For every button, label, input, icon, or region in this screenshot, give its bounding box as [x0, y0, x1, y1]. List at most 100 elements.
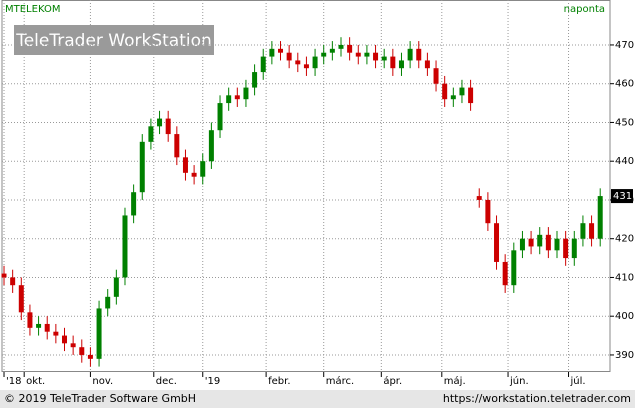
candle-body — [295, 60, 301, 65]
footer-bar — [0, 390, 635, 408]
x-tick-label: jún. — [509, 375, 529, 387]
candle-body — [122, 215, 128, 278]
candle-body — [476, 196, 482, 200]
candle-body — [1, 273, 7, 278]
candle-body — [407, 48, 413, 61]
last-value-label: 431 — [613, 191, 632, 202]
candle-body — [502, 261, 508, 286]
candle-body — [312, 56, 318, 69]
candle-body — [303, 64, 309, 69]
candle-body — [148, 126, 154, 142]
candle-body — [260, 56, 266, 73]
candle-body — [234, 95, 240, 100]
candle-body — [364, 52, 370, 57]
candle-body — [494, 223, 500, 262]
candle-body — [174, 134, 180, 158]
candle-body — [27, 312, 33, 328]
last-value-box — [611, 189, 633, 204]
watermark-box — [14, 25, 214, 55]
candle-body — [338, 44, 344, 49]
candle-body — [355, 52, 361, 57]
candle-body — [528, 238, 534, 247]
candle-body — [468, 87, 474, 104]
candle-body — [580, 223, 586, 239]
chart-title: MTELEKOM — [5, 4, 60, 15]
candle-body — [53, 331, 59, 336]
x-tick-label: okt. — [26, 376, 45, 387]
candle-body — [381, 56, 387, 61]
candle-body — [217, 103, 223, 131]
candle-body — [545, 234, 551, 251]
candle-body — [252, 72, 258, 88]
plot-frame — [1, 0, 611, 372]
chart-subtitle: naponta — [564, 4, 605, 15]
x-tick-label: júl. — [570, 375, 586, 387]
candle-body — [61, 335, 67, 344]
candle-body — [10, 277, 16, 286]
footer-left: © 2019 TeleTrader Software GmbH — [4, 392, 196, 405]
x-tick-label: ápr. — [383, 375, 402, 387]
y-tick-label: 400 — [615, 311, 634, 322]
candle-body — [200, 161, 206, 177]
candle-body — [36, 323, 42, 328]
candle-body — [278, 48, 284, 53]
candle-body — [554, 238, 560, 251]
candle-body — [321, 52, 327, 57]
candle-body — [347, 44, 353, 53]
candle-body — [390, 56, 396, 69]
x-tick-label: febr. — [268, 376, 290, 387]
candle-body — [191, 172, 197, 177]
x-tick-label: dec. — [156, 376, 177, 387]
footer-right: https://workstation.teletrader.com — [443, 392, 631, 405]
y-tick-label: 450 — [615, 117, 634, 128]
candle-body — [157, 118, 163, 127]
candle-body — [96, 308, 102, 359]
candle-body — [416, 48, 422, 61]
y-tick-label: 470 — [615, 40, 634, 51]
candle-body — [70, 343, 76, 348]
candle-body — [563, 238, 569, 259]
x-tick-label: márc. — [326, 375, 354, 387]
x-tick-label: '19 — [205, 376, 220, 387]
candle-body — [433, 68, 439, 84]
candle-body — [511, 250, 517, 286]
candle-body — [286, 52, 292, 61]
candle-body — [87, 354, 93, 359]
candle-body — [269, 48, 275, 57]
candle-body — [597, 196, 603, 239]
candle-body — [442, 83, 448, 100]
candle-body — [329, 48, 335, 53]
y-tick-label: 410 — [615, 272, 634, 283]
candle-body — [450, 95, 456, 100]
candle-body — [79, 347, 85, 355]
candle-body — [373, 52, 379, 61]
y-tick-label: 390 — [615, 350, 634, 361]
candle-body — [226, 95, 232, 104]
candle-body — [208, 130, 214, 162]
candle-body — [165, 118, 171, 135]
candle-body — [243, 87, 249, 100]
candle-body — [105, 296, 111, 309]
candle-body — [139, 141, 145, 193]
x-tick-label: '18 — [6, 376, 21, 387]
y-tick-label: 440 — [615, 156, 634, 167]
candle-body — [459, 87, 465, 96]
candle-body — [424, 60, 430, 69]
x-tick-label: nov. — [92, 376, 113, 387]
candle-body — [398, 60, 404, 69]
watermark: TeleTrader WorkStation — [15, 31, 212, 51]
candle-body — [18, 285, 24, 313]
candle-body — [485, 199, 491, 224]
y-tick-label: 420 — [615, 234, 634, 245]
candle-body — [571, 238, 577, 259]
candle-body — [44, 323, 50, 332]
candle-body — [131, 192, 137, 216]
candle-body — [182, 157, 188, 173]
candle-body — [113, 277, 119, 297]
candle-body — [589, 223, 595, 239]
x-tick-label: máj. — [444, 375, 466, 387]
y-tick-label: 460 — [615, 79, 634, 90]
candle-body — [537, 234, 543, 247]
candle-body — [519, 238, 525, 251]
